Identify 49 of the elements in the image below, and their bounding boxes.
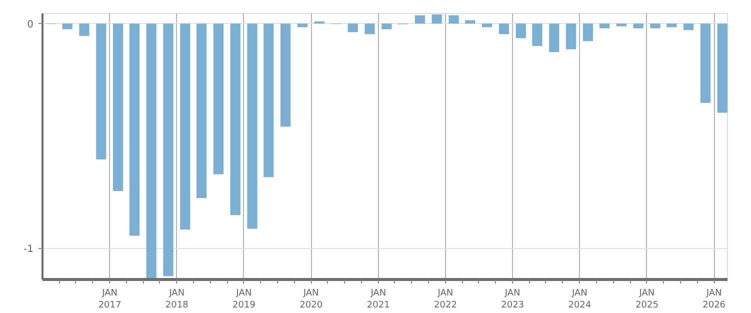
x-tick-label: JAN 2021 [366,288,390,310]
bar [364,24,375,34]
bar [79,24,90,36]
x-tick-label: JAN 2022 [434,288,457,310]
bar [432,14,442,24]
bar [666,24,677,28]
bar [633,24,644,28]
y-tick-label: 0 [27,20,34,31]
bar [196,24,207,198]
bar [247,24,258,229]
bar [498,24,509,34]
bar [163,24,174,276]
bar [180,24,190,230]
bar [616,24,626,26]
bar [382,24,392,30]
bar [566,24,576,50]
bar [650,24,660,28]
bar [414,15,425,24]
bar [146,24,156,280]
bar [264,24,274,178]
x-tick-label: JAN 2025 [636,288,658,310]
x-tick-label: JAN 2026 [702,288,726,310]
y-tick-label: -1 [24,244,34,256]
bar [213,24,224,174]
x-tick-label: JAN 2023 [501,288,524,310]
bar [348,24,358,32]
x-tick-label: JAN 2024 [568,288,592,310]
bar [62,24,72,30]
bar [599,24,610,28]
bar [700,24,710,103]
bar [113,24,124,192]
bar [448,15,459,24]
bar [280,24,291,127]
x-tick-label: JAN 2019 [232,288,256,310]
bar [482,24,492,28]
x-tick-label: JAN 2017 [98,288,122,310]
bar [532,24,542,46]
bar [230,24,240,216]
bar [465,20,476,24]
x-tick-label: JAN 2018 [165,288,189,310]
bar [717,24,728,113]
bar [516,24,526,38]
bar [683,24,694,30]
x-tick-label: JAN 2020 [300,288,323,310]
bar [129,24,140,236]
bar [582,24,594,42]
bar [549,24,560,52]
bar [297,24,308,28]
bar [96,24,106,160]
